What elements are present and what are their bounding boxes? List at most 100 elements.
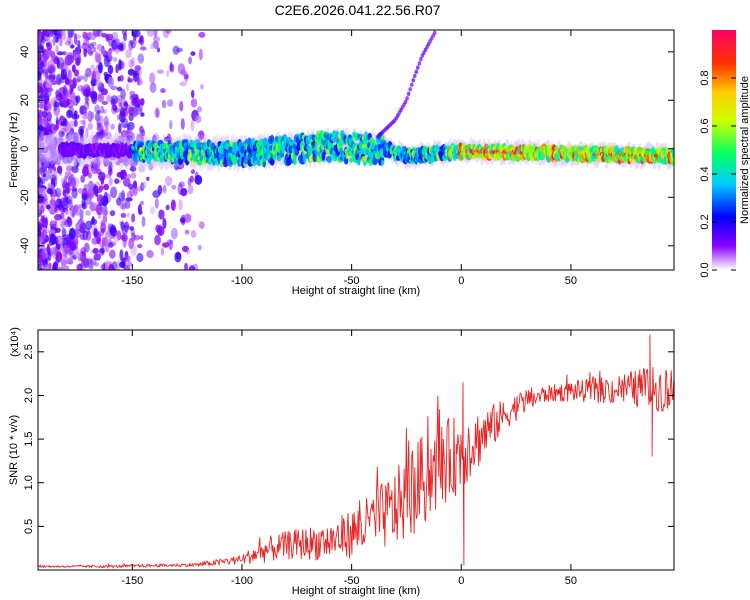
noise-speckle	[154, 234, 161, 246]
noise-speckle	[58, 38, 63, 47]
ridge-blob	[276, 155, 282, 162]
noise-speckle	[77, 75, 85, 81]
noise-speckle	[38, 144, 41, 156]
ridge-halo	[39, 130, 44, 164]
noise-speckle	[68, 79, 76, 89]
noise-speckle	[101, 132, 108, 137]
noise-speckle	[79, 105, 87, 115]
secondary-trace	[408, 87, 412, 92]
noise-speckle	[86, 227, 90, 235]
noise-speckle	[103, 71, 108, 77]
noise-speckle	[126, 212, 131, 218]
noise-speckle	[87, 110, 93, 123]
noise-speckle	[52, 166, 57, 172]
noise-speckle	[107, 76, 115, 88]
noise-speckle	[64, 170, 72, 177]
snr-series	[38, 334, 674, 569]
noise-speckle	[96, 30, 103, 38]
noise-speckle	[61, 96, 69, 108]
noise-speckle	[62, 99, 69, 108]
noise-speckle	[46, 111, 52, 122]
noise-speckle	[97, 213, 102, 220]
noise-speckle	[137, 244, 143, 249]
noise-speckle	[58, 100, 66, 108]
snr-frame	[37, 329, 675, 571]
noise-speckle	[102, 214, 108, 224]
noise-speckle	[86, 32, 93, 37]
noise-speckle	[38, 206, 41, 214]
noise-speckle	[165, 204, 170, 211]
noise-speckle	[42, 173, 46, 178]
noise-speckle	[53, 177, 58, 188]
x-tick-label: -150	[121, 575, 143, 587]
noise-speckle	[85, 96, 90, 106]
noise-speckle	[56, 51, 64, 56]
noise-speckle	[64, 54, 73, 66]
noise-speckle	[127, 183, 134, 190]
noise-speckle	[162, 184, 167, 194]
noise-speckle	[42, 30, 49, 36]
noise-speckle	[70, 177, 77, 188]
noise-speckle	[38, 161, 43, 173]
noise-speckle	[43, 118, 48, 128]
noise-speckle	[112, 104, 118, 111]
noise-speckle	[108, 168, 113, 176]
noise-speckle	[48, 142, 54, 150]
noise-speckle	[103, 183, 110, 191]
noise-speckle	[97, 61, 103, 74]
noise-speckle	[79, 222, 87, 234]
noise-speckle	[47, 250, 52, 262]
noise-speckle	[54, 243, 63, 253]
noise-speckle	[110, 186, 118, 199]
noise-speckle	[89, 201, 94, 211]
noise-speckle	[82, 119, 86, 129]
noise-speckle	[190, 89, 195, 99]
x-tick-label: -100	[231, 575, 253, 587]
noise-speckle	[44, 170, 51, 177]
noise-speckle	[180, 187, 188, 197]
noise-speckle	[119, 41, 126, 52]
noise-speckle	[57, 33, 62, 40]
noise-speckle	[62, 30, 66, 42]
noise-speckle	[129, 226, 134, 231]
noise-speckle	[111, 39, 118, 50]
noise-speckle	[56, 165, 63, 174]
noise-speckle	[39, 61, 46, 68]
noise-speckle	[38, 30, 42, 38]
noise-speckle	[115, 63, 119, 74]
noise-speckle	[152, 40, 159, 50]
noise-speckle	[116, 260, 121, 270]
y-tick-label: 0.5	[23, 519, 35, 534]
noise-speckle	[103, 51, 108, 56]
noise-speckle	[200, 83, 204, 90]
noise-speckle	[55, 116, 59, 126]
secondary-trace	[405, 96, 409, 101]
noise-speckle	[174, 251, 182, 263]
noise-speckle	[139, 101, 143, 113]
noise-speckle	[197, 244, 202, 251]
secondary-trace	[406, 91, 411, 97]
noise-speckle	[38, 177, 44, 188]
noise-speckle	[91, 41, 97, 47]
noise-speckle	[44, 133, 48, 144]
noise-speckle	[124, 200, 131, 210]
noise-speckle	[116, 230, 122, 241]
noise-speckle	[39, 61, 45, 67]
noise-speckle	[140, 97, 145, 106]
noise-speckle	[197, 130, 205, 141]
noise-speckle	[156, 47, 161, 53]
noise-speckle	[81, 193, 88, 201]
noise-speckle	[162, 217, 167, 230]
noise-speckle	[75, 95, 81, 103]
ridge-blob	[177, 157, 184, 166]
noise-speckle	[183, 73, 189, 80]
noise-speckle	[84, 92, 89, 104]
noise-speckle	[91, 237, 99, 245]
x-axis-label: Height of straight line (km)	[292, 285, 420, 297]
noise-speckle	[96, 235, 101, 245]
noise-speckle	[127, 76, 131, 83]
noise-speckle	[92, 30, 101, 37]
noise-speckle	[87, 187, 95, 199]
noise-speckle	[149, 82, 157, 93]
noise-speckle	[76, 263, 83, 270]
